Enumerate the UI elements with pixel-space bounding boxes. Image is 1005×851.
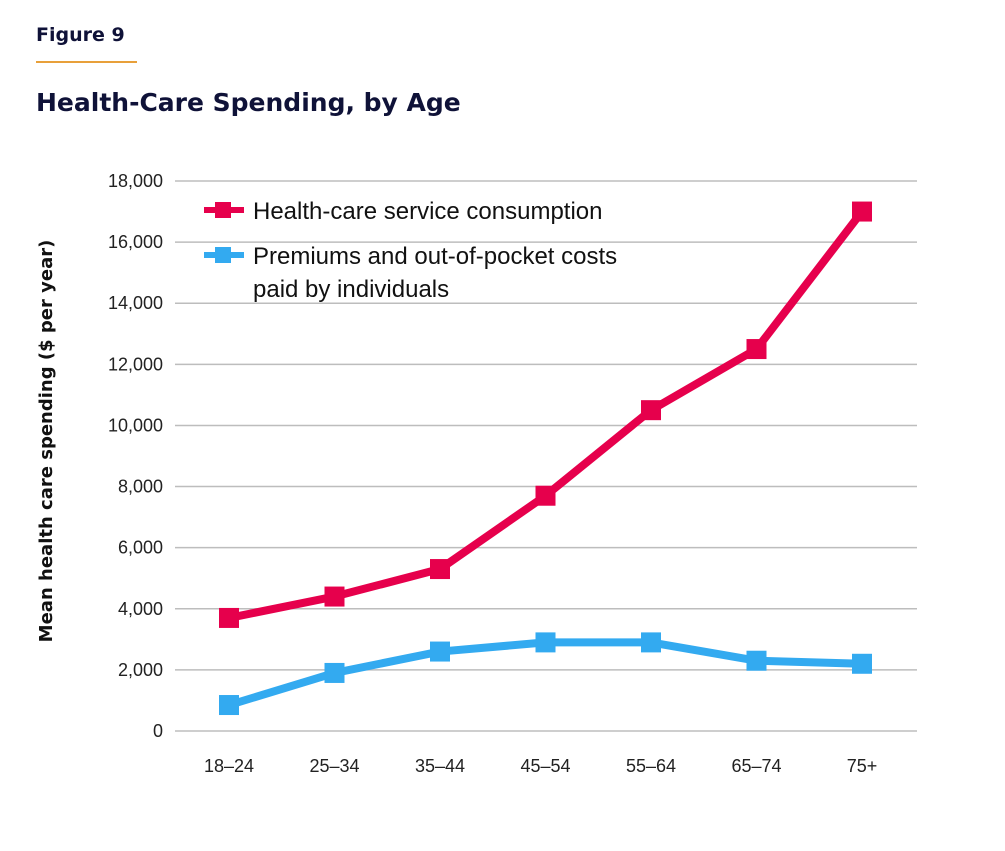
data-point (219, 695, 239, 716)
legend: Health-care service consumption Premiums … (204, 198, 617, 303)
y-tick-label: 14,000 (108, 293, 163, 313)
x-tick-label: 65–74 (731, 756, 781, 776)
data-point (430, 559, 450, 580)
data-point (219, 607, 239, 628)
series-2 (219, 632, 872, 716)
y-tick-label: 8,000 (118, 477, 163, 497)
legend-label: paid by individuals (253, 276, 449, 303)
chart-title: Health-Care Spending, by Age (36, 88, 461, 117)
data-point (641, 400, 661, 421)
x-tick-label: 25–34 (309, 756, 359, 776)
data-point (746, 339, 767, 360)
data-point (641, 632, 661, 653)
y-tick-label: 16,000 (108, 232, 163, 252)
legend-swatch-marker (215, 202, 231, 218)
data-point (852, 653, 872, 674)
figure-label: Figure 9 (36, 24, 125, 46)
data-point (430, 641, 450, 662)
data-point (852, 201, 872, 222)
figure-label-rule (36, 61, 137, 63)
legend-swatch-marker (215, 247, 231, 263)
y-tick-label: 12,000 (108, 354, 163, 374)
data-point (535, 485, 556, 506)
data-point (324, 586, 345, 607)
y-tick-label: 10,000 (108, 415, 163, 435)
y-tick-label: 2,000 (118, 660, 163, 680)
y-axis-label: Mean health care spending ($ per year) (36, 240, 57, 643)
data-point (535, 632, 556, 653)
x-tick-label: 18–24 (204, 756, 254, 776)
data-point (324, 662, 345, 683)
series-1 (219, 201, 872, 628)
data-point (746, 650, 767, 671)
x-tick-label: 35–44 (415, 756, 465, 776)
x-tick-label: 75+ (847, 756, 878, 776)
series-lines (219, 201, 872, 716)
y-tick-label: 4,000 (118, 599, 163, 619)
x-tick-label: 45–54 (520, 756, 570, 776)
legend-item: Health-care service consumption (204, 198, 603, 225)
y-tick-label: 6,000 (118, 538, 163, 558)
legend-label: Health-care service consumption (253, 198, 603, 225)
y-tick-label: 0 (153, 721, 163, 741)
legend-item: Premiums and out-of-pocket costs paid by … (204, 243, 617, 303)
y-tick-label: 18,000 (108, 171, 163, 191)
x-tick-label: 55–64 (626, 756, 676, 776)
y-tick-labels: 0 2,000 4,000 6,000 8,000 10,000 12,000 14,000 1… (108, 171, 163, 741)
series-line (228, 209, 866, 622)
legend-label: Premiums and out-of-pocket costs (253, 243, 617, 270)
x-tick-labels: 18–24 25–34 35–44 45–54 55–64 65–74 75+ (204, 756, 877, 776)
